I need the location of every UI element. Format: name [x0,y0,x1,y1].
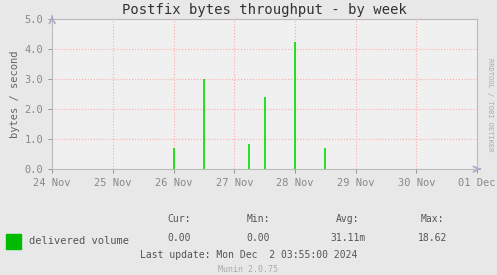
Text: Avg:: Avg: [336,214,360,224]
Text: 0.00: 0.00 [247,233,270,243]
Text: delivered volume: delivered volume [29,236,129,246]
Text: RRDTOOL / TOBI OETIKER: RRDTOOL / TOBI OETIKER [487,58,493,151]
Title: Postfix bytes throughput - by week: Postfix bytes throughput - by week [122,3,407,17]
Text: 0.00: 0.00 [167,233,191,243]
Text: Cur:: Cur: [167,214,191,224]
Text: 31.11m: 31.11m [331,233,365,243]
Text: Min:: Min: [247,214,270,224]
Text: Last update: Mon Dec  2 03:55:00 2024: Last update: Mon Dec 2 03:55:00 2024 [140,250,357,260]
Y-axis label: bytes / second: bytes / second [10,50,20,138]
Text: 18.62: 18.62 [417,233,447,243]
Text: Munin 2.0.75: Munin 2.0.75 [219,265,278,274]
Text: Max:: Max: [420,214,444,224]
